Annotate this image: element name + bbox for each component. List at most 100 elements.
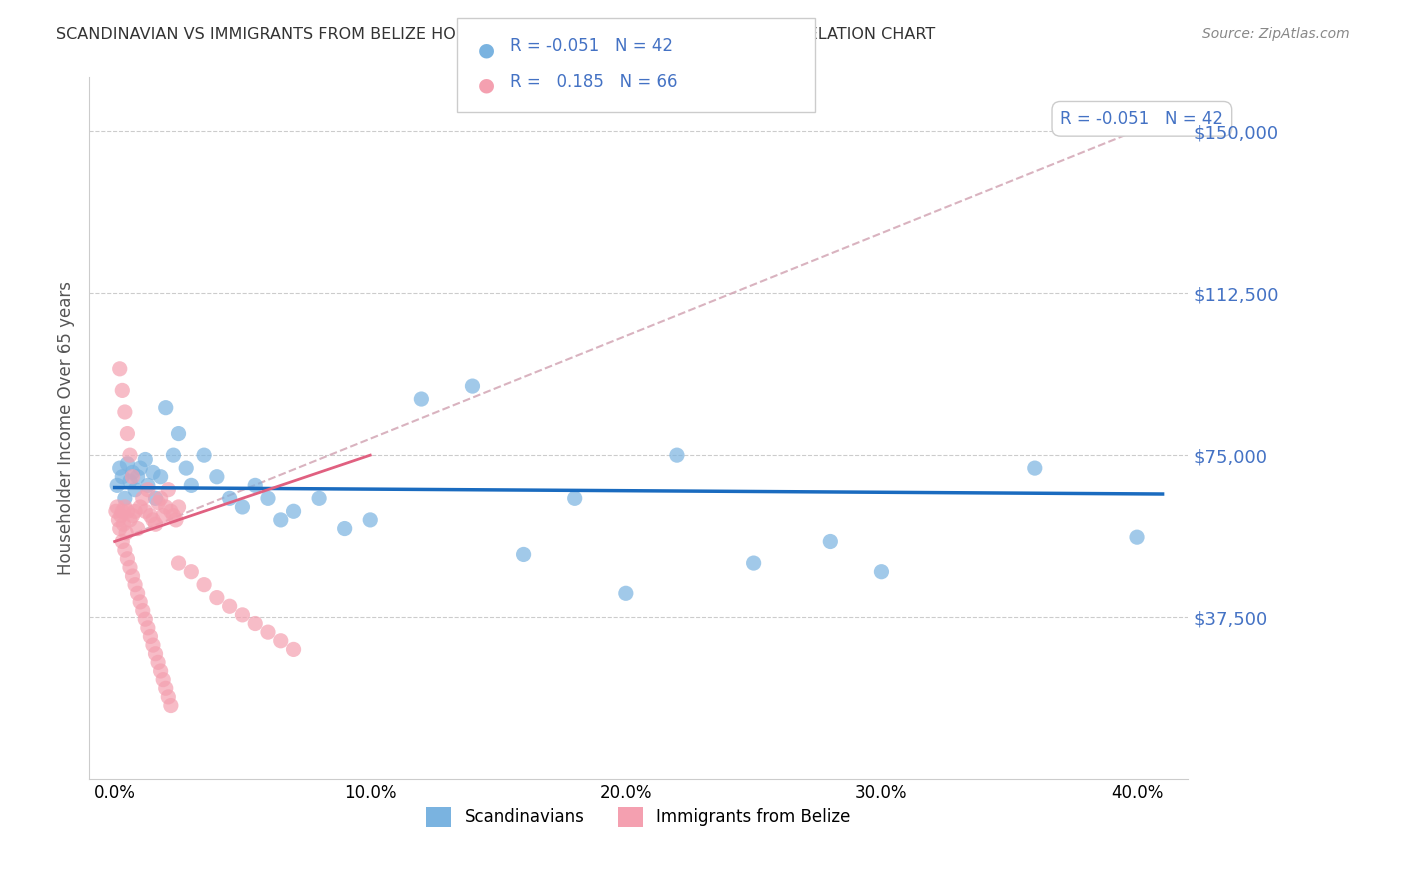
Point (152, 673, 174, 687)
Point (132, 491, 155, 506)
Point (218, 491, 240, 506)
Point (129, 500, 152, 514)
Text: R = -0.051   N = 42: R = -0.051 N = 42 (1060, 110, 1223, 128)
Point (142, 466, 165, 480)
Point (108, 361, 131, 376)
Point (146, 656, 169, 670)
Point (205, 469, 228, 483)
Point (245, 478, 267, 492)
Point (218, 599, 240, 614)
Point (114, 405, 136, 419)
Point (111, 384, 134, 398)
Text: R =   0.185   N = 66: R = 0.185 N = 66 (510, 73, 678, 91)
Text: R = -0.051   N = 42: R = -0.051 N = 42 (510, 37, 673, 55)
Point (180, 478, 202, 492)
Point (257, 625, 280, 640)
Point (118, 560, 141, 574)
Point (124, 483, 146, 497)
Point (108, 522, 131, 536)
Point (117, 551, 139, 566)
Point (742, 556, 765, 570)
Point (411, 392, 433, 406)
Point (149, 469, 172, 483)
Point (160, 504, 183, 518)
Point (105, 478, 128, 492)
Point (134, 612, 156, 626)
Point (136, 478, 159, 492)
Point (308, 491, 330, 506)
Point (870, 565, 893, 579)
Point (114, 543, 136, 558)
Point (111, 504, 134, 518)
Point (145, 491, 167, 506)
Point (270, 513, 292, 527)
Point (117, 457, 139, 471)
Point (257, 491, 280, 506)
Point (136, 621, 159, 635)
Point (127, 469, 149, 483)
Point (118, 448, 141, 462)
Point (124, 577, 146, 591)
Point (167, 426, 190, 441)
Point (162, 508, 184, 523)
Point (118, 474, 141, 488)
Point (112, 517, 135, 532)
Point (134, 504, 156, 518)
Point (142, 513, 165, 527)
Point (107, 513, 129, 527)
Point (283, 504, 305, 518)
Point (193, 448, 215, 462)
Point (512, 548, 534, 562)
Point (134, 452, 156, 467)
Point (245, 616, 267, 631)
Point (117, 504, 139, 518)
Point (820, 534, 842, 549)
Point (121, 466, 143, 480)
Point (139, 630, 162, 644)
Point (333, 522, 356, 536)
Point (121, 469, 143, 483)
Point (129, 461, 152, 475)
Point (180, 565, 202, 579)
Point (104, 504, 127, 518)
Point (155, 681, 177, 696)
Point (614, 586, 637, 600)
Point (359, 513, 381, 527)
Point (152, 508, 174, 523)
Point (149, 664, 172, 678)
Y-axis label: Householder Income Over 65 years: Householder Income Over 65 years (58, 281, 75, 575)
Point (132, 603, 155, 617)
Point (105, 500, 128, 514)
Point (145, 647, 167, 661)
Text: ●: ● (478, 40, 495, 59)
Point (167, 500, 190, 514)
Point (165, 513, 187, 527)
Point (121, 508, 143, 523)
Point (111, 469, 134, 483)
Point (174, 461, 197, 475)
Point (124, 504, 146, 518)
Point (145, 517, 167, 532)
Point (231, 500, 253, 514)
Point (129, 595, 152, 609)
Point (127, 586, 149, 600)
Point (111, 534, 134, 549)
Point (149, 491, 172, 506)
Point (110, 508, 132, 523)
Point (461, 379, 484, 393)
Point (127, 522, 149, 536)
Point (146, 496, 169, 510)
Point (114, 500, 136, 514)
Point (136, 483, 159, 497)
Point (167, 556, 190, 570)
Point (114, 491, 136, 506)
Point (162, 448, 184, 462)
Point (157, 690, 180, 704)
Point (1024, 461, 1046, 475)
Point (270, 633, 292, 648)
Legend: Scandinavians, Immigrants from Belize: Scandinavians, Immigrants from Belize (420, 800, 858, 834)
Point (205, 591, 228, 605)
Point (283, 642, 305, 657)
Point (157, 483, 180, 497)
Point (115, 525, 138, 540)
